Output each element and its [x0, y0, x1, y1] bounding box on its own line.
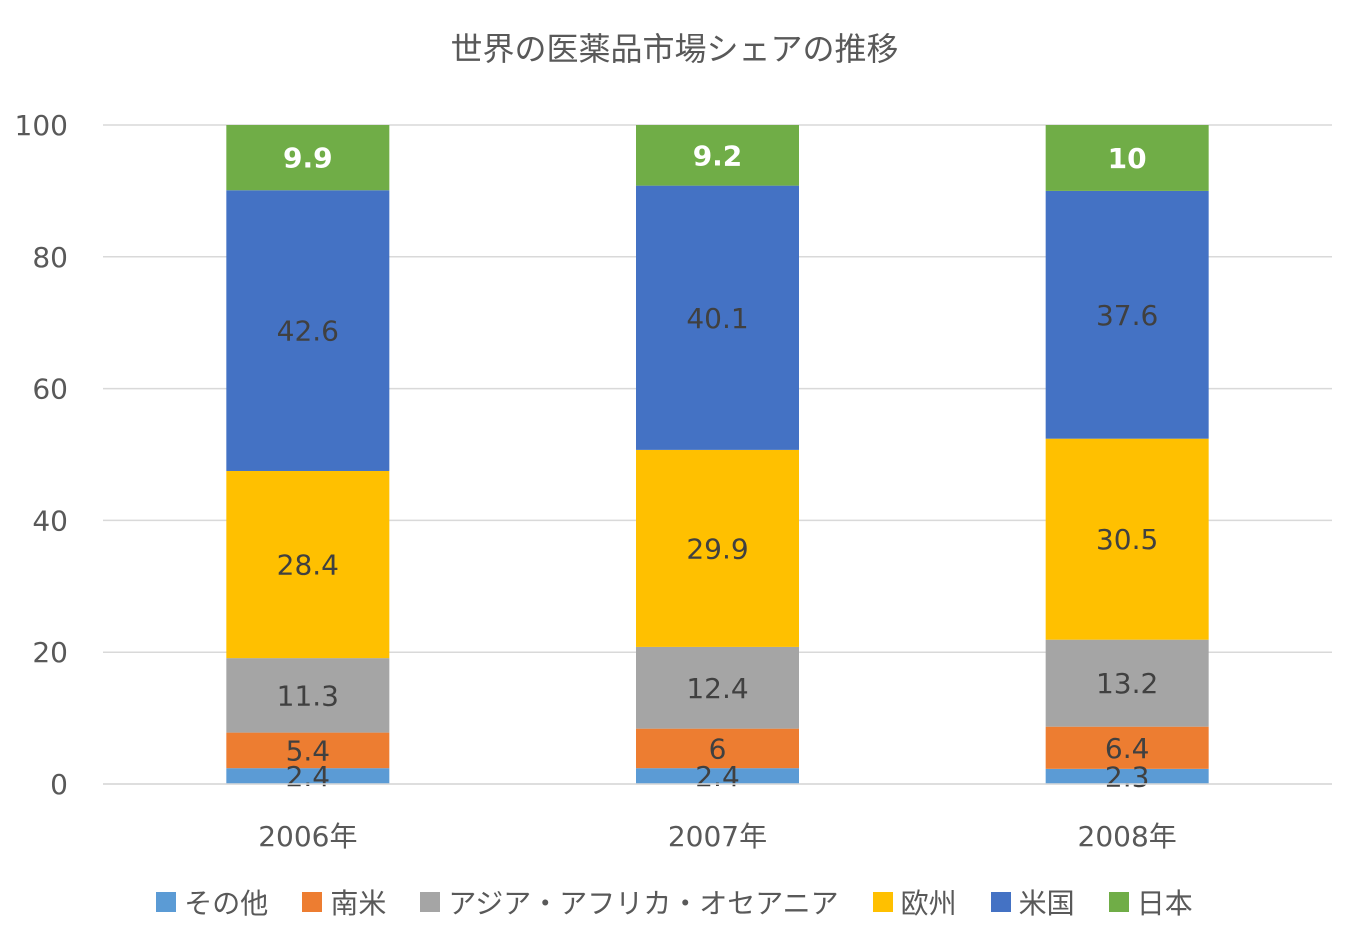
legend-label: その他: [184, 887, 269, 920]
bar-segment: [636, 728, 799, 769]
bar-segment: [1045, 438, 1209, 640]
data-label: 28.4: [277, 549, 339, 582]
bar-segment: [1045, 639, 1209, 727]
y-tick-label: 0: [50, 768, 68, 801]
x-category-label: 2008年: [1078, 820, 1177, 853]
x-category-label: 2006年: [258, 820, 357, 853]
data-label: 30.5: [1096, 523, 1158, 556]
legend-label: 日本: [1136, 887, 1193, 920]
bar-segment: [226, 658, 390, 733]
y-tick-label: 20: [32, 636, 68, 669]
x-category-label: 2007年: [668, 820, 767, 853]
data-label: 12.4: [686, 672, 748, 705]
bar-segment: [226, 190, 390, 471]
legend-swatch: [872, 892, 893, 912]
bar-segment: [226, 732, 390, 769]
data-label: 2.4: [695, 760, 740, 793]
data-label: 6: [709, 732, 727, 765]
data-label: 9.2: [693, 139, 743, 172]
legend-item: アジア・アフリカ・オセアニア: [420, 882, 839, 922]
data-label: 2.4: [286, 760, 331, 793]
data-label: 29.9: [686, 532, 748, 565]
legend-label: 米国: [1018, 887, 1075, 920]
bar-segment: [226, 470, 390, 659]
bar-segment: [636, 125, 799, 186]
legend-swatch: [302, 892, 323, 912]
legend-label: 欧州: [900, 887, 957, 920]
bar-segment: [1045, 125, 1209, 191]
plot-area: 0204060801002.45.411.328.442.69.92006年2.…: [15, 109, 1332, 853]
legend: その他 南米 アジア・アフリカ・オセアニア 欧州 米国 日本: [0, 882, 1349, 922]
data-label: 2.3: [1105, 760, 1150, 793]
data-label: 9.9: [283, 142, 333, 175]
data-label: 5.4: [286, 734, 331, 767]
bar-segment: [636, 646, 799, 729]
data-label: 40.1: [686, 302, 748, 335]
data-label: 13.2: [1096, 667, 1158, 700]
bar-segment: [636, 768, 799, 784]
bar-segment: [1045, 190, 1209, 439]
legend-item: その他: [156, 882, 268, 922]
bar-segment: [226, 125, 390, 191]
bar-segment: [226, 768, 390, 784]
bar-segment: [636, 449, 799, 647]
y-tick-label: 60: [32, 373, 68, 406]
chart-title: 世界の医薬品市場シェアの推移: [450, 30, 899, 68]
y-tick-label: 40: [32, 504, 68, 537]
y-tick-label: 100: [15, 109, 68, 142]
legend-label: アジア・アフリカ・オセアニア: [448, 887, 839, 920]
legend-item: 南米: [302, 882, 386, 922]
legend-swatch: [990, 892, 1011, 912]
legend-label: 南米: [330, 887, 387, 920]
data-label: 10: [1108, 142, 1147, 175]
legend-item: 米国: [990, 882, 1075, 922]
y-tick-label: 80: [32, 241, 68, 274]
legend-swatch: [1108, 892, 1129, 912]
data-label: 37.6: [1096, 299, 1158, 332]
data-label: 42.6: [277, 315, 339, 348]
data-label: 11.3: [277, 679, 339, 712]
legend-swatch: [156, 892, 177, 912]
bar-segment: [636, 185, 799, 450]
legend-swatch: [420, 892, 441, 912]
data-label: 6.4: [1105, 732, 1150, 765]
legend-item: 日本: [1108, 882, 1193, 922]
bar-segment: [1045, 768, 1209, 784]
legend-item: 欧州: [872, 882, 957, 922]
bar-segment: [1045, 726, 1209, 769]
